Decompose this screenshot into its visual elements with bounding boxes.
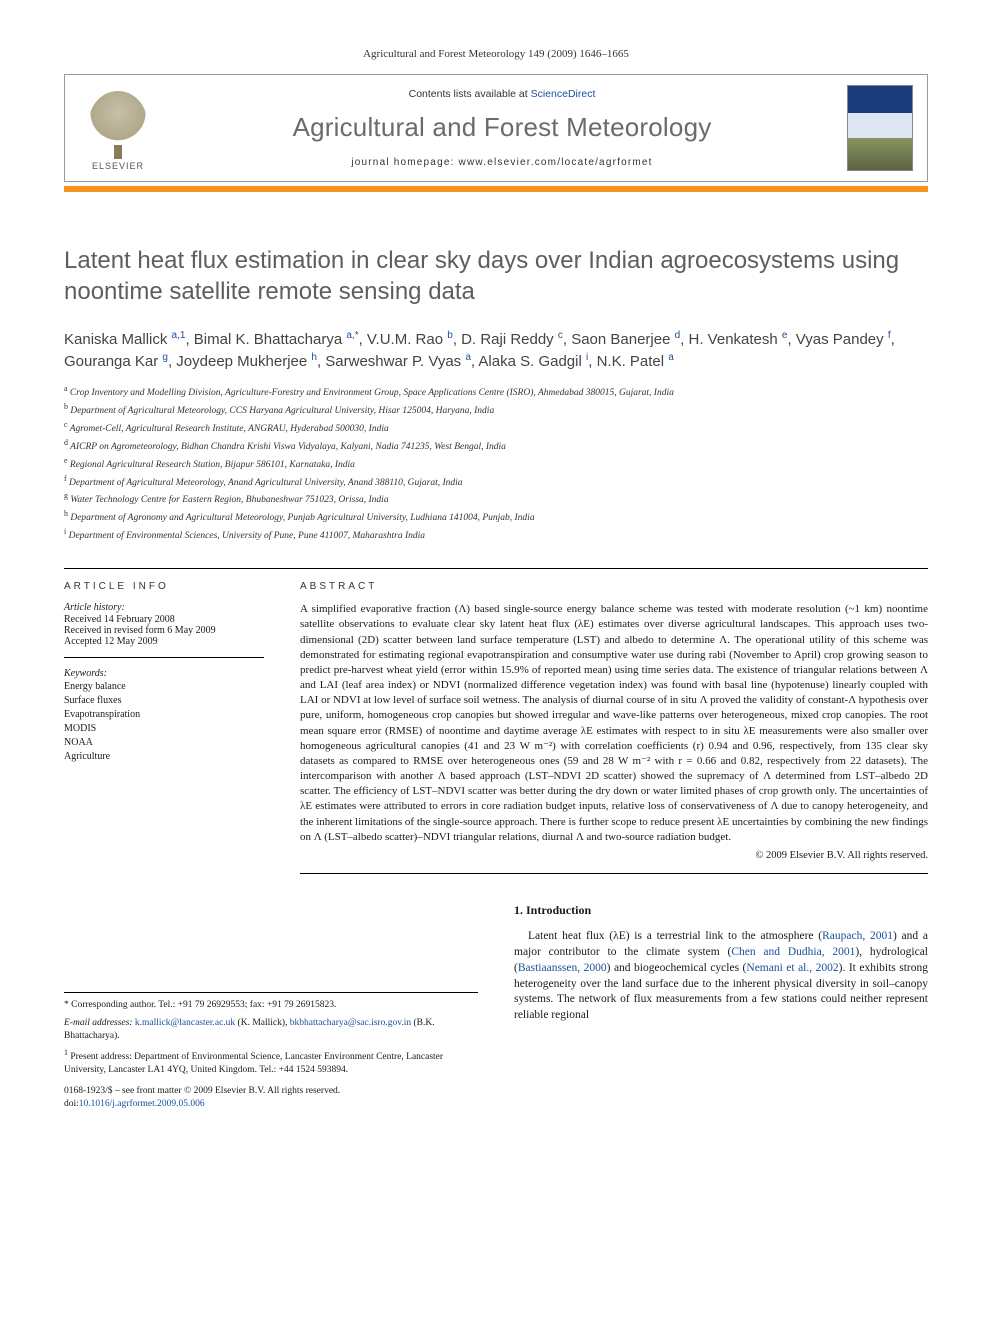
body-left-column: * Corresponding author. Tel.: +91 79 269… xyxy=(64,902,478,1110)
masthead: ELSEVIER Contents lists available at Sci… xyxy=(64,74,928,182)
history-revised: Received in revised form 6 May 2009 xyxy=(64,625,264,636)
info-abstract-row: ARTICLE INFO Article history: Received 1… xyxy=(64,568,928,874)
masthead-center: Contents lists available at ScienceDirec… xyxy=(175,88,829,168)
introduction-paragraph: Latent heat flux (λE) is a terrestrial l… xyxy=(514,929,928,1024)
citation-link[interactable]: Bastiaanssen, 2000 xyxy=(518,962,607,974)
keywords-list: Energy balanceSurface fluxesEvapotranspi… xyxy=(64,680,264,764)
email-link-1[interactable]: k.mallick@lancaster.ac.uk xyxy=(135,1018,235,1028)
citation-link[interactable]: Nemani et al., 2002 xyxy=(746,962,838,974)
article-info-column: ARTICLE INFO Article history: Received 1… xyxy=(64,581,264,874)
affiliation-list: a Crop Inventory and Modelling Division,… xyxy=(64,383,928,544)
sciencedirect-link[interactable]: ScienceDirect xyxy=(531,88,596,100)
email-addresses-line: E-mail addresses: k.mallick@lancaster.ac… xyxy=(64,1017,478,1043)
page: Agricultural and Forest Meteorology 149 … xyxy=(0,0,992,1150)
publisher-name: ELSEVIER xyxy=(92,161,144,171)
homepage-prefix: journal homepage: xyxy=(351,157,458,168)
present-address-note: 1 Present address: Department of Environ… xyxy=(64,1048,478,1077)
affiliation-item: e Regional Agricultural Research Station… xyxy=(64,455,928,473)
email-label: E-mail addresses: xyxy=(64,1018,135,1028)
journal-homepage-line: journal homepage: www.elsevier.com/locat… xyxy=(175,157,829,168)
citation-link[interactable]: Chen and Dudhia, 2001 xyxy=(731,946,855,958)
abstract-heading: ABSTRACT xyxy=(300,581,928,592)
affiliation-item: b Department of Agricultural Meteorology… xyxy=(64,401,928,419)
affiliation-item: i Department of Environmental Sciences, … xyxy=(64,526,928,544)
doi-line: doi:10.1016/j.agrformet.2009.05.006 xyxy=(64,1098,478,1111)
keyword-item: Energy balance xyxy=(64,680,264,694)
citation-link[interactable]: Raupach, 2001 xyxy=(822,930,893,942)
keywords-label: Keywords: xyxy=(64,668,264,679)
email-link-2[interactable]: bkbhattacharya@sac.isro.gov.in xyxy=(290,1018,411,1028)
footnotes-block: * Corresponding author. Tel.: +91 79 269… xyxy=(64,992,478,1076)
article-history-block: Article history: Received 14 February 20… xyxy=(64,602,264,658)
keyword-item: NOAA xyxy=(64,736,264,750)
orange-divider xyxy=(64,186,928,192)
homepage-url[interactable]: www.elsevier.com/locate/agrformet xyxy=(459,157,653,168)
abstract-text: A simplified evaporative fraction (Λ) ba… xyxy=(300,602,928,874)
body-right-column: 1. Introduction Latent heat flux (λE) is… xyxy=(514,902,928,1110)
doi-block: 0168-1923/$ – see front matter © 2009 El… xyxy=(64,1085,478,1111)
journal-name: Agricultural and Forest Meteorology xyxy=(175,112,829,143)
doi-link[interactable]: 10.1016/j.agrformet.2009.05.006 xyxy=(79,1099,205,1109)
issn-front-matter: 0168-1923/$ – see front matter © 2009 El… xyxy=(64,1085,478,1098)
contents-prefix: Contents lists available at xyxy=(409,88,531,100)
doi-prefix: doi: xyxy=(64,1099,79,1109)
copyright-line: © 2009 Elsevier B.V. All rights reserved… xyxy=(300,849,928,863)
author-list: Kaniska Mallick a,1, Bimal K. Bhattachar… xyxy=(64,329,928,373)
keyword-item: MODIS xyxy=(64,722,264,736)
journal-cover-thumbnail xyxy=(847,85,913,171)
affiliation-item: g Water Technology Centre for Eastern Re… xyxy=(64,490,928,508)
history-accepted: Accepted 12 May 2009 xyxy=(64,636,264,647)
affiliation-item: a Crop Inventory and Modelling Division,… xyxy=(64,383,928,401)
corresponding-author-note: * Corresponding author. Tel.: +91 79 269… xyxy=(64,999,478,1012)
history-label: Article history: xyxy=(64,602,264,613)
present-address-text: Present address: Department of Environme… xyxy=(64,1052,443,1075)
body-two-column: * Corresponding author. Tel.: +91 79 269… xyxy=(64,902,928,1110)
history-received: Received 14 February 2008 xyxy=(64,614,264,625)
introduction-heading: 1. Introduction xyxy=(514,902,928,919)
elsevier-logo: ELSEVIER xyxy=(79,85,157,171)
abstract-column: ABSTRACT A simplified evaporative fracti… xyxy=(300,581,928,874)
affiliation-item: d AICRP on Agrometeorology, Bidhan Chand… xyxy=(64,437,928,455)
keyword-item: Agriculture xyxy=(64,750,264,764)
affiliation-item: c Agromet-Cell, Agricultural Research In… xyxy=(64,419,928,437)
keywords-block: Keywords: Energy balanceSurface fluxesEv… xyxy=(64,668,264,764)
elsevier-tree-icon xyxy=(89,91,147,153)
article-title: Latent heat flux estimation in clear sky… xyxy=(64,246,928,307)
email-who-1: (K. Mallick), xyxy=(235,1018,290,1028)
abstract-body: A simplified evaporative fraction (Λ) ba… xyxy=(300,603,928,843)
running-head: Agricultural and Forest Meteorology 149 … xyxy=(64,48,928,60)
article-info-heading: ARTICLE INFO xyxy=(64,581,264,592)
contents-available-line: Contents lists available at ScienceDirec… xyxy=(175,88,829,100)
keyword-item: Evapotranspiration xyxy=(64,708,264,722)
affiliation-item: f Department of Agricultural Meteorology… xyxy=(64,473,928,491)
keyword-item: Surface fluxes xyxy=(64,694,264,708)
affiliation-item: h Department of Agronomy and Agricultura… xyxy=(64,508,928,526)
